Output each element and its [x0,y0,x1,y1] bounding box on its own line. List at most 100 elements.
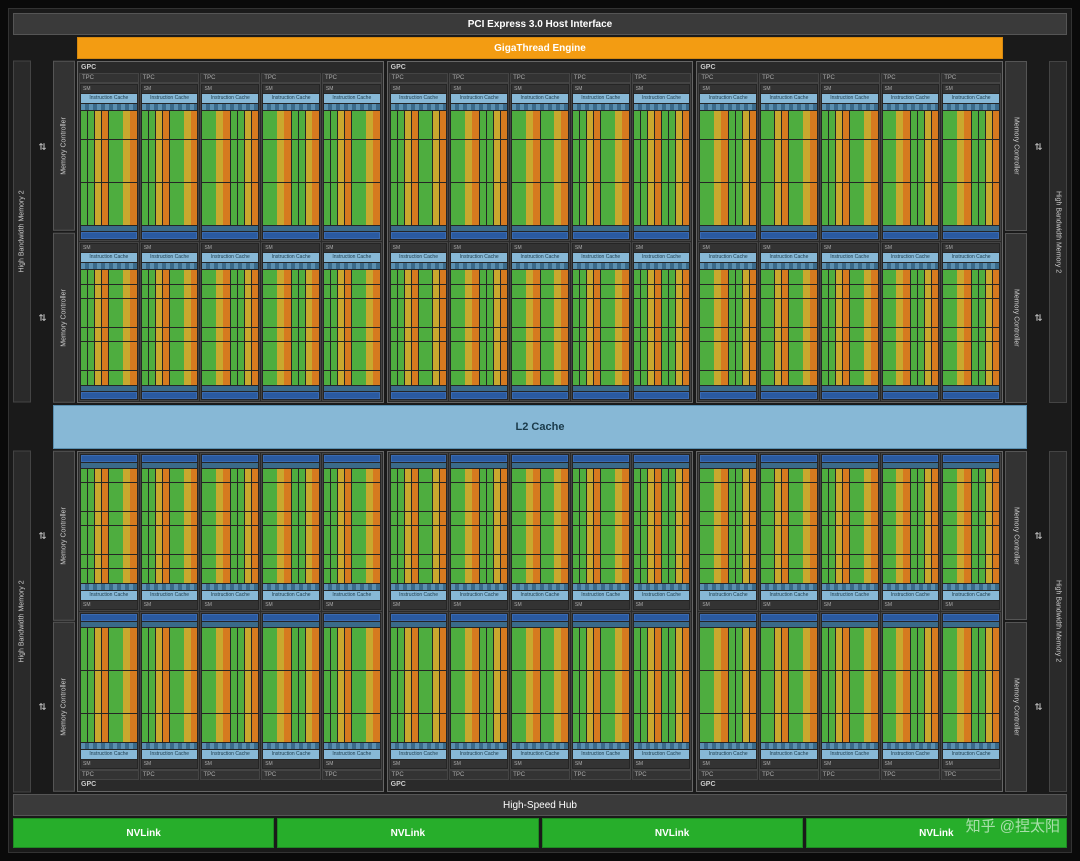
hbm-left-bottom: High Bandwidth Memory 2 [13,451,31,793]
sm: SMInstruction Cache [200,612,260,770]
sm: SMInstruction Cache [510,83,570,241]
memory-controller: Memory Controller [53,451,75,621]
gpc: GPCTPCTPCTPCTPCTPCSMInstruction CacheSMI… [77,451,384,793]
arrows-right-top: ⇄⇄ [1029,61,1047,403]
pci-interface: PCI Express 3.0 Host Interface [13,13,1067,35]
sm: SMInstruction Cache [632,612,692,770]
sm: SMInstruction Cache [322,242,382,400]
memctrl-col-left-top: Memory ControllerMemory Controller [53,61,75,403]
memory-controller: Memory Controller [53,61,75,231]
sm: SMInstruction Cache [881,453,941,611]
gpc: GPCTPCTPCTPCTPCTPCSMInstruction CacheSMI… [696,61,1003,403]
gpc: GPCTPCTPCTPCTPCTPCSMInstruction CacheSMI… [387,61,694,403]
sm: SMInstruction Cache [632,242,692,400]
tpc-label: TPC [510,73,570,83]
sm: SMInstruction Cache [820,612,880,770]
sm: SMInstruction Cache [322,83,382,241]
sm: SMInstruction Cache [140,612,200,770]
high-speed-hub: High-Speed Hub [13,794,1067,816]
nvlink: NVLink [542,818,803,848]
tpc-label: TPC [140,770,200,780]
sm: SMInstruction Cache [322,612,382,770]
memctrl-col-left-bottom: Memory ControllerMemory Controller [53,451,75,793]
gigathread-engine: GigaThread Engine [77,37,1003,59]
gpc: GPCTPCTPCTPCTPCTPCSMInstruction CacheSMI… [77,61,384,403]
sm: SMInstruction Cache [510,453,570,611]
sm: SMInstruction Cache [698,453,758,611]
l2-cache: L2 Cache [53,405,1027,449]
sm: SMInstruction Cache [941,83,1001,241]
tpc-label: TPC [449,73,509,83]
tpc-label: TPC [200,770,260,780]
tpc-label: TPC [881,770,941,780]
tpc-label: TPC [571,73,631,83]
gpc-area-top: GPCTPCTPCTPCTPCTPCSMInstruction CacheSMI… [77,61,1003,403]
nvlink: NVLink [806,818,1067,848]
sm: SMInstruction Cache [881,83,941,241]
nvlink: NVLink [13,818,274,848]
sm: SMInstruction Cache [632,453,692,611]
sm: SMInstruction Cache [79,453,139,611]
sm: SMInstruction Cache [322,453,382,611]
tpc-label: TPC [200,73,260,83]
tpc-label: TPC [261,770,321,780]
memctrl-col-right-top: Memory ControllerMemory Controller [1005,61,1027,403]
tpc-label: TPC [941,73,1001,83]
sm: SMInstruction Cache [79,612,139,770]
sm: SMInstruction Cache [261,242,321,400]
sm: SMInstruction Cache [140,453,200,611]
tpc-label: TPC [698,73,758,83]
sm: SMInstruction Cache [389,242,449,400]
nvlink: NVLink [277,818,538,848]
sm: SMInstruction Cache [881,242,941,400]
memory-controller: Memory Controller [1005,451,1027,621]
tpc-label: TPC [322,770,382,780]
tpc-label: TPC [698,770,758,780]
nvlink-row: NVLinkNVLinkNVLinkNVLink [13,818,1067,848]
memory-controller: Memory Controller [53,233,75,403]
sm: SMInstruction Cache [261,453,321,611]
tpc-label: TPC [632,73,692,83]
tpc-label: TPC [881,73,941,83]
sm: SMInstruction Cache [571,453,631,611]
gpc: GPCTPCTPCTPCTPCTPCSMInstruction CacheSMI… [387,451,694,793]
sm: SMInstruction Cache [820,83,880,241]
tpc-label: TPC [571,770,631,780]
tpc-label: TPC [79,73,139,83]
tpc-label: TPC [389,73,449,83]
sm: SMInstruction Cache [140,83,200,241]
sm: SMInstruction Cache [449,453,509,611]
sm: SMInstruction Cache [759,612,819,770]
memctrl-col-right-bottom: Memory ControllerMemory Controller [1005,451,1027,793]
tpc-label: TPC [79,770,139,780]
sm: SMInstruction Cache [759,83,819,241]
sm: SMInstruction Cache [698,242,758,400]
sm: SMInstruction Cache [261,612,321,770]
gpc: GPCTPCTPCTPCTPCTPCSMInstruction CacheSMI… [696,451,1003,793]
sm: SMInstruction Cache [759,453,819,611]
tpc-label: TPC [449,770,509,780]
memory-controller: Memory Controller [1005,622,1027,792]
tpc-label: TPC [759,73,819,83]
sm: SMInstruction Cache [389,83,449,241]
tpc-label: TPC [140,73,200,83]
sm: SMInstruction Cache [820,453,880,611]
sm: SMInstruction Cache [820,242,880,400]
memory-controller: Memory Controller [1005,61,1027,231]
sm: SMInstruction Cache [389,453,449,611]
sm: SMInstruction Cache [200,83,260,241]
sm: SMInstruction Cache [510,612,570,770]
arrows-right-bottom: ⇄⇄ [1029,451,1047,793]
tpc-label: TPC [820,73,880,83]
sm: SMInstruction Cache [571,612,631,770]
tpc-label: TPC [322,73,382,83]
tpc-label: TPC [510,770,570,780]
tpc-label: TPC [759,770,819,780]
arrows-left-bottom: ⇄⇄ [33,451,51,793]
arrows-left-top: ⇄⇄ [33,61,51,403]
sm: SMInstruction Cache [941,453,1001,611]
tpc-label: TPC [941,770,1001,780]
sm: SMInstruction Cache [571,242,631,400]
sm: SMInstruction Cache [200,242,260,400]
hbm-right-bottom: High Bandwidth Memory 2 [1049,451,1067,793]
